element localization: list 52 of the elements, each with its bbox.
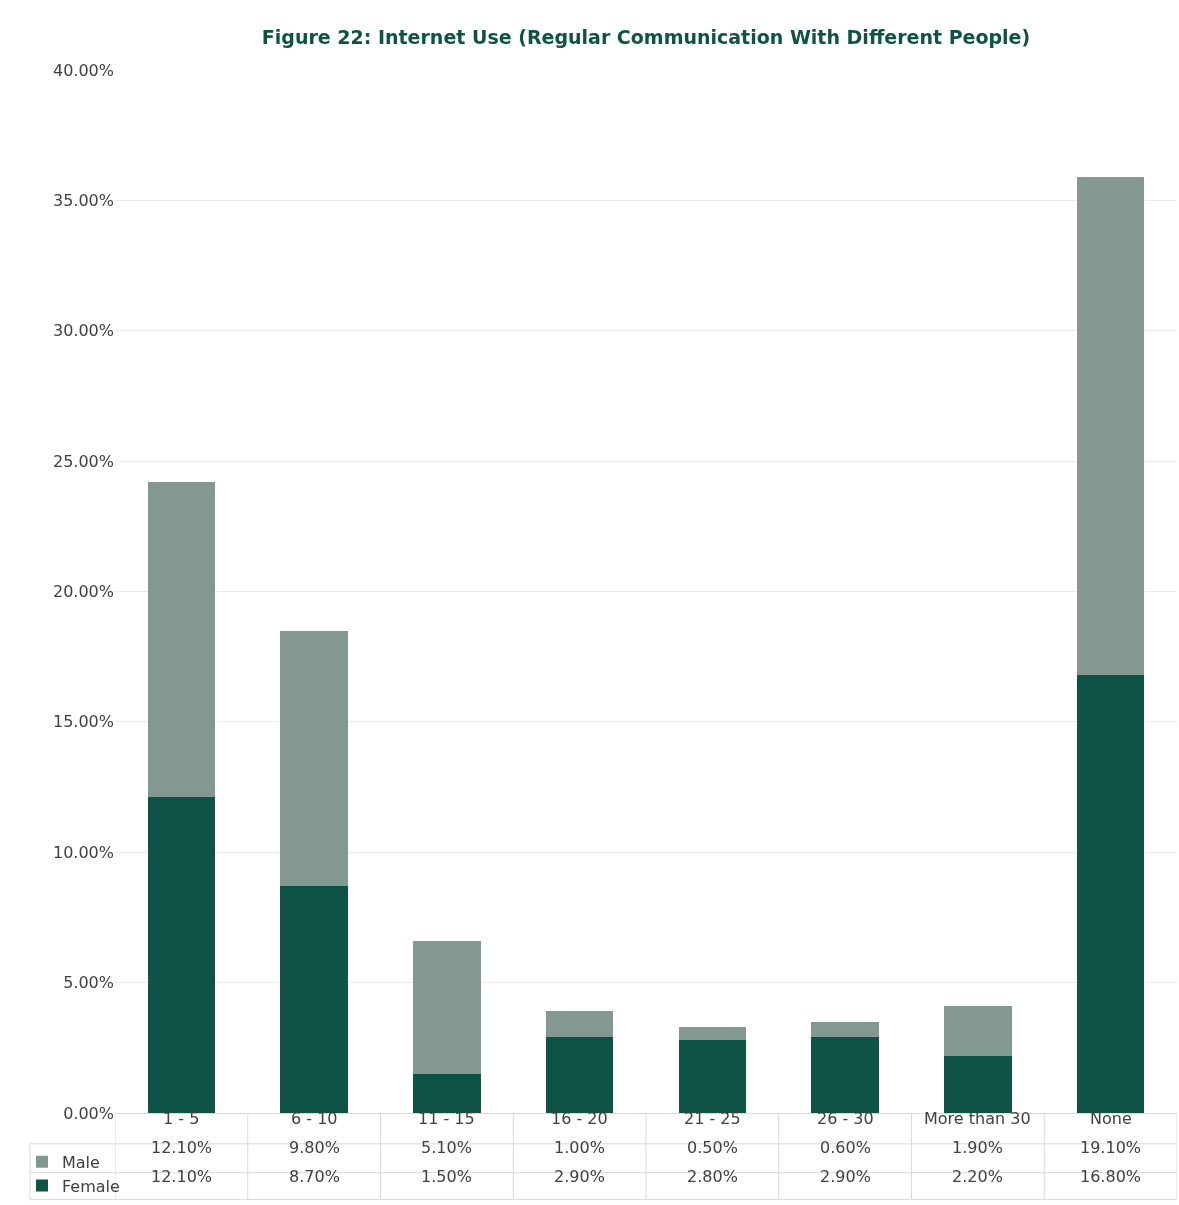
data-label: 2.20% — [952, 1167, 1003, 1186]
legend-label: Female — [62, 1176, 120, 1196]
x-tick-label: 26 - 30 — [817, 1109, 874, 1128]
data-label: 2.90% — [820, 1167, 871, 1186]
x-tick-label: None — [1090, 1109, 1132, 1128]
data-label: 1.50% — [421, 1167, 472, 1186]
x-tick-label: 6 - 10 — [291, 1109, 338, 1128]
y-tick-label: 10.00% — [52, 842, 114, 862]
data-label: 0.60% — [820, 1138, 871, 1157]
y-tick-label: 25.00% — [52, 451, 114, 471]
data-label: 16.80% — [1080, 1167, 1142, 1186]
bar — [944, 1055, 1012, 1113]
bar — [1076, 674, 1145, 1113]
y-tick-label: 30.00% — [52, 321, 114, 341]
x-tick-label: More than 30 — [924, 1109, 1031, 1128]
bar — [545, 1011, 614, 1038]
y-tick-label: 0.00% — [63, 1103, 114, 1123]
x-tick-label: 16 - 20 — [551, 1109, 608, 1128]
bar — [545, 1037, 614, 1113]
bar — [413, 940, 481, 1074]
bar — [413, 1073, 481, 1113]
y-tick-label: 5.00% — [63, 973, 114, 993]
bar — [678, 1039, 747, 1113]
data-label: 8.70% — [289, 1167, 340, 1186]
bar — [1076, 176, 1145, 675]
bar — [280, 630, 348, 887]
data-label: 5.10% — [421, 1138, 472, 1157]
bar — [147, 481, 216, 798]
x-tick-label: 21 - 25 — [684, 1109, 741, 1128]
bar — [678, 1026, 747, 1040]
y-tick-label: 20.00% — [52, 582, 114, 602]
y-tick-label: 35.00% — [52, 190, 114, 210]
bar — [811, 1021, 879, 1038]
chart-title: Figure 22: Internet Use (Regular Communication With Different People) — [261, 25, 1031, 48]
data-label: 2.80% — [687, 1167, 738, 1186]
data-label: 0.50% — [687, 1138, 738, 1157]
data-label: 12.10% — [151, 1167, 213, 1186]
bar — [944, 1006, 1012, 1056]
data-label: 2.90% — [554, 1167, 605, 1186]
bar — [280, 886, 348, 1113]
y-tick-label: 40.00% — [52, 60, 114, 80]
bar — [147, 797, 216, 1113]
data-label: 19.10% — [1080, 1138, 1142, 1157]
y-tick-label: 15.00% — [52, 712, 114, 732]
data-label: 1.90% — [952, 1138, 1003, 1157]
data-label: 12.10% — [151, 1138, 213, 1157]
data-label: 9.80% — [289, 1138, 340, 1157]
x-tick-label: 1 - 5 — [163, 1109, 200, 1128]
data-label: 1.00% — [554, 1138, 605, 1157]
x-tick-label: 11 - 15 — [418, 1109, 475, 1128]
bar — [811, 1037, 879, 1113]
legend-label: Male — [62, 1152, 100, 1172]
